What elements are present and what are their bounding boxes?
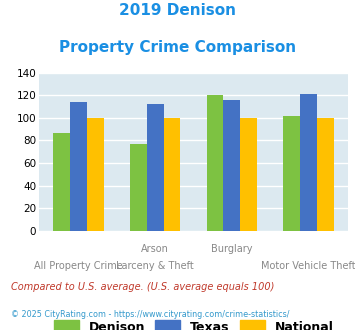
Text: © 2025 CityRating.com - https://www.cityrating.com/crime-statistics/: © 2025 CityRating.com - https://www.city… xyxy=(11,310,289,319)
Bar xyxy=(53,133,70,231)
Legend: Denison, Texas, National: Denison, Texas, National xyxy=(54,320,333,330)
Text: Burglary: Burglary xyxy=(211,244,252,254)
Text: Arson: Arson xyxy=(141,244,169,254)
Bar xyxy=(70,102,87,231)
Bar xyxy=(130,144,147,231)
Text: All Property Crime: All Property Crime xyxy=(34,261,123,271)
Text: Compared to U.S. average. (U.S. average equals 100): Compared to U.S. average. (U.S. average … xyxy=(11,282,274,292)
Bar xyxy=(300,94,317,231)
Text: Property Crime Comparison: Property Crime Comparison xyxy=(59,40,296,54)
Bar xyxy=(317,118,334,231)
Bar xyxy=(147,104,164,231)
Bar xyxy=(87,118,104,231)
Text: Larceny & Theft: Larceny & Theft xyxy=(116,261,194,271)
Text: 2019 Denison: 2019 Denison xyxy=(119,3,236,18)
Bar xyxy=(283,115,300,231)
Bar xyxy=(164,118,180,231)
Bar xyxy=(223,100,240,231)
Bar xyxy=(207,95,223,231)
Text: Motor Vehicle Theft: Motor Vehicle Theft xyxy=(261,261,355,271)
Bar xyxy=(240,118,257,231)
